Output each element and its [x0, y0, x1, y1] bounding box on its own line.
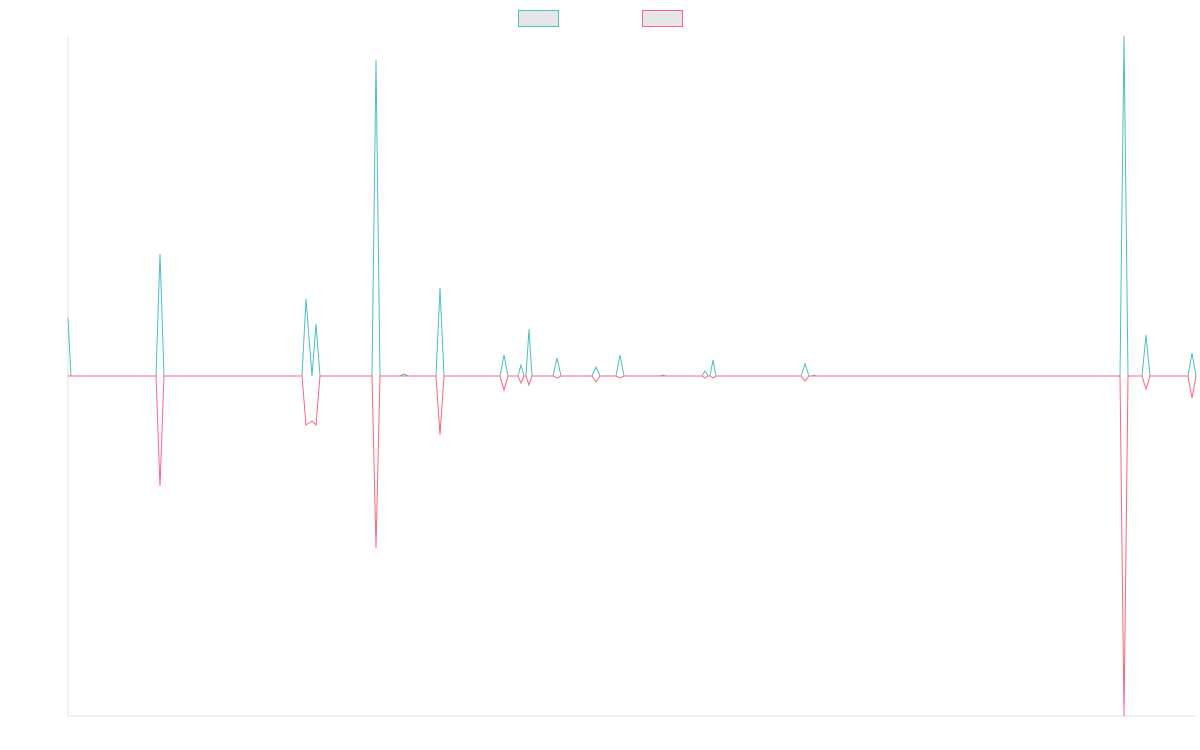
legend-item-2[interactable]: [642, 10, 683, 27]
legend-item-1[interactable]: [518, 10, 559, 27]
series-layer: [67, 35, 1197, 717]
series-line-2: [68, 375, 1197, 717]
legend[interactable]: [518, 10, 683, 27]
series-line-1: [67, 35, 1197, 377]
